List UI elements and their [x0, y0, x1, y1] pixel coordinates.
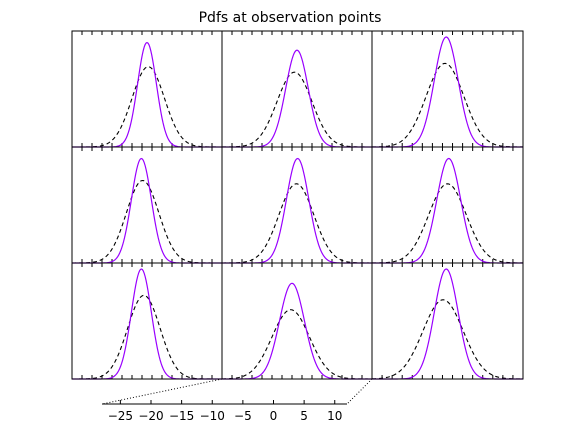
panel-2-2 — [221, 146, 373, 264]
x-axis: −25 −20 −15 −10 −5 0 5 10 — [102, 400, 347, 423]
dashed-pdf-curve — [371, 299, 524, 380]
solid-pdf-curve — [72, 41, 222, 148]
chart-title: Pdfs at observation points — [199, 10, 382, 26]
solid-pdf-curve — [372, 36, 523, 148]
x-tick-label: 10 — [327, 409, 342, 423]
dashed-pdf-curve — [222, 183, 372, 264]
panel-frame — [71, 262, 223, 380]
zoom-connector-lines — [101, 378, 373, 405]
panel-3-2 — [221, 262, 373, 380]
x-tick-label: −15 — [169, 409, 194, 423]
x-tick-label: −5 — [234, 409, 252, 423]
panel-frame — [221, 146, 373, 264]
dashed-pdf-curve — [221, 309, 372, 380]
panel-3-3 — [371, 262, 524, 380]
solid-pdf-curve — [72, 157, 222, 264]
panel-frame — [221, 30, 373, 148]
solid-pdf-curve — [222, 49, 372, 148]
dashed-pdf-curve — [71, 294, 222, 380]
x-tick-label: 0 — [270, 409, 278, 423]
panel-1-2 — [221, 30, 373, 148]
panel-frame — [221, 262, 373, 380]
zoom-connector-left — [101, 378, 223, 405]
x-tick-label: 5 — [300, 409, 308, 423]
solid-pdf-curve — [222, 282, 372, 380]
zoom-connector-right — [346, 378, 373, 405]
panel-3-1 — [71, 262, 223, 380]
panel-1-3 — [371, 30, 524, 148]
panel-2-3 — [371, 146, 524, 264]
panel-frame — [371, 30, 524, 148]
solid-pdf-curve — [222, 157, 372, 264]
panel-frame — [71, 30, 223, 148]
dashed-pdf-curve — [372, 183, 523, 264]
panel-frame — [71, 146, 223, 264]
dashed-pdf-curve — [371, 62, 523, 148]
x-tick-label: −20 — [138, 409, 163, 423]
x-tick-label: −10 — [200, 409, 225, 423]
solid-pdf-curve — [372, 157, 523, 264]
panel-frame — [371, 146, 524, 264]
dashed-pdf-curve — [72, 66, 222, 148]
panel-frame — [371, 262, 524, 380]
solid-pdf-curve — [72, 268, 222, 380]
x-tick-label: −25 — [108, 409, 133, 423]
dashed-pdf-curve — [72, 179, 222, 264]
solid-pdf-curve — [372, 268, 523, 380]
panel-2-1 — [71, 146, 223, 264]
panel-grid — [71, 30, 524, 380]
panel-1-1 — [71, 30, 223, 148]
dashed-pdf-curve — [221, 71, 373, 148]
